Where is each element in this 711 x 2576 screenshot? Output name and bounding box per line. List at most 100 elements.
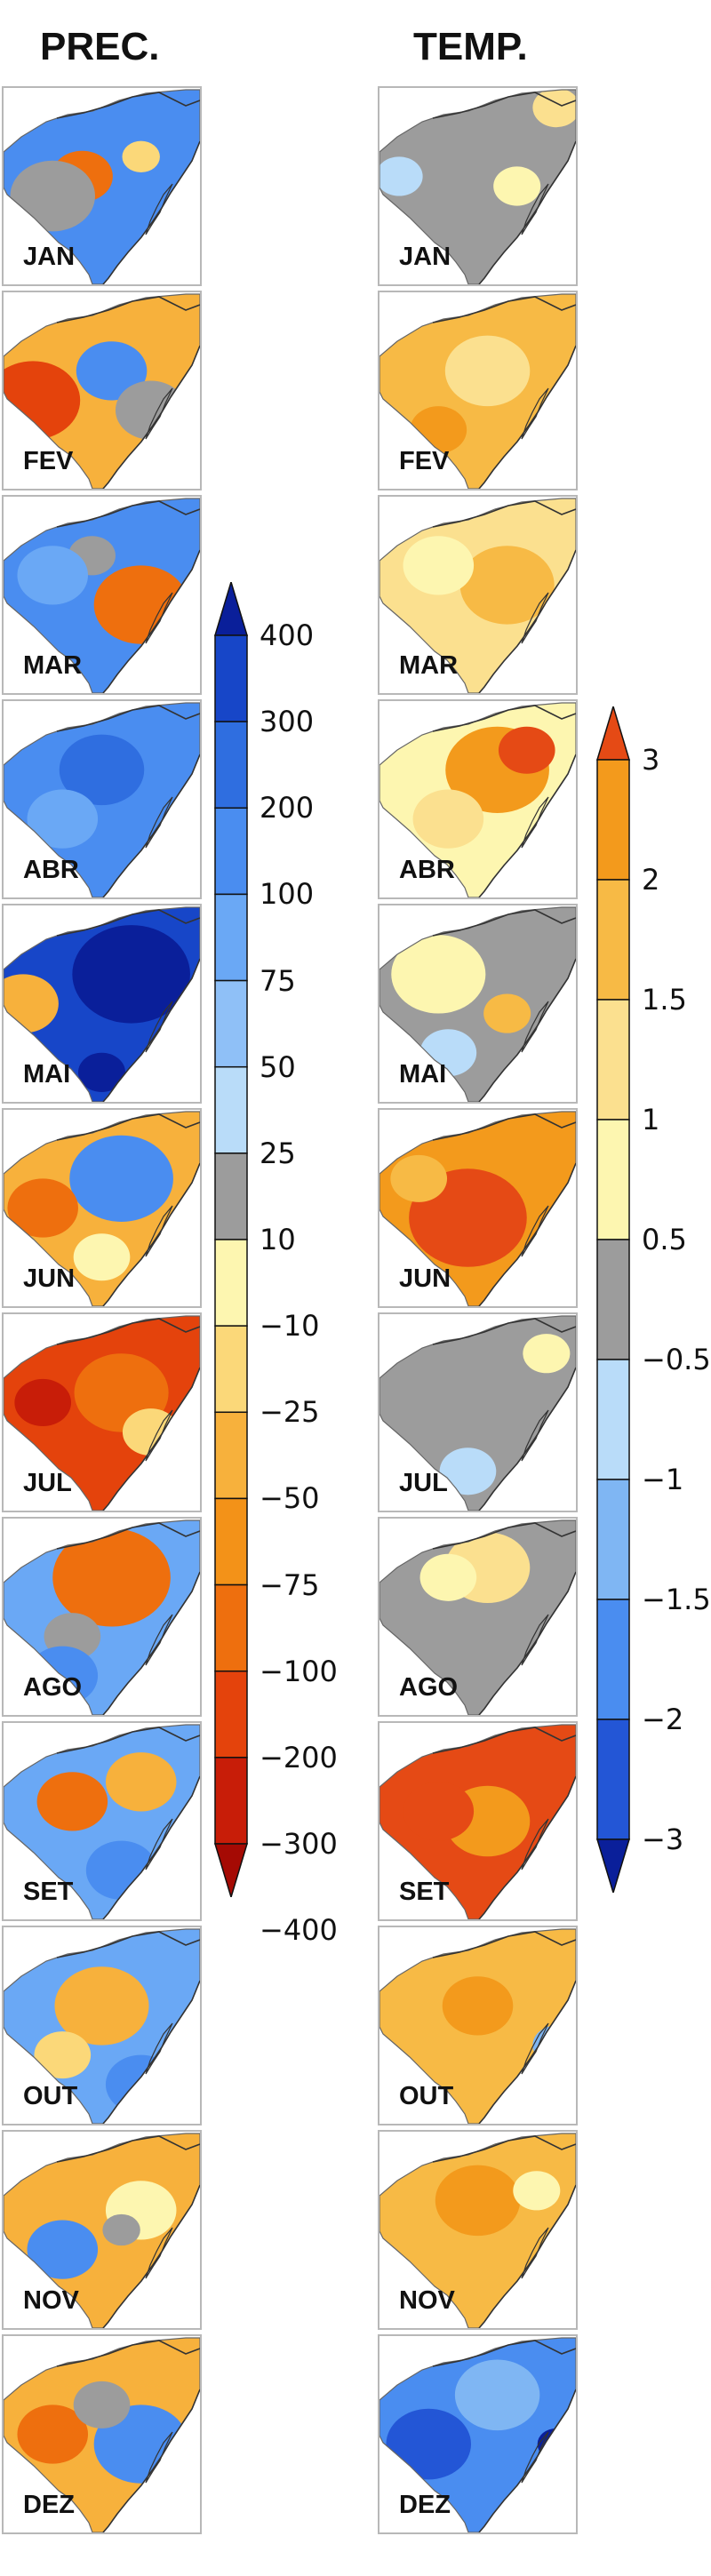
lagoon-outline xyxy=(145,1614,173,1666)
colorbar-tick-label: 2 xyxy=(642,863,660,897)
lagoon-outline xyxy=(521,2431,549,2484)
colorbar-segment xyxy=(596,759,630,881)
precip-anomaly-map xyxy=(4,2337,200,2532)
coastline xyxy=(102,1367,200,1511)
coastline xyxy=(102,549,200,693)
month-label: OUT xyxy=(399,2082,454,2110)
precip-map-panel: JUN xyxy=(2,1108,202,1308)
anomaly-region xyxy=(523,1334,571,1374)
coastline xyxy=(102,1571,200,1715)
temp-map-panel: JUN xyxy=(378,1108,578,1308)
temp-map-panel: JUL xyxy=(378,1312,578,1512)
border-line xyxy=(432,705,576,732)
month-label: NOV xyxy=(23,2286,79,2315)
lagoon-outline xyxy=(521,2022,549,2075)
temp-anomaly-map xyxy=(379,89,576,284)
anomaly-region xyxy=(34,2031,92,2079)
anomaly-region xyxy=(444,335,531,407)
colorbar-segment xyxy=(214,1411,248,1500)
precip-map-panel: AGO xyxy=(2,1517,202,1717)
anomaly-region xyxy=(403,536,475,595)
anomaly-region xyxy=(483,993,531,1033)
temp-colorbar xyxy=(595,706,631,1893)
colorbar-segment xyxy=(214,1670,248,1759)
temp-column-title: TEMP. xyxy=(413,25,528,68)
precip-colorbar xyxy=(213,582,249,1897)
month-label: DEZ xyxy=(399,2491,451,2519)
colorbar-segment xyxy=(596,1719,630,1840)
coastline xyxy=(102,1775,200,1919)
colorbar-tick-label: 200 xyxy=(260,791,315,825)
precip-map-panel: NOV xyxy=(2,2130,202,2330)
month-label: JUL xyxy=(399,1469,448,1497)
temp-map-panel: DEZ xyxy=(378,2334,578,2534)
border-line xyxy=(432,1113,576,1141)
coastline xyxy=(478,958,576,1102)
colorbar-top-arrow xyxy=(213,582,249,636)
anomaly-region xyxy=(59,734,145,806)
anomaly-region xyxy=(76,341,148,401)
border-line xyxy=(56,909,200,937)
colorbar-tick-label: −25 xyxy=(260,1395,320,1430)
lagoon-outline xyxy=(521,1205,549,1257)
month-label: SET xyxy=(399,1878,450,1906)
coastline xyxy=(478,140,576,284)
temp-anomaly-map xyxy=(379,1724,576,1919)
colorbar-tick-label: 25 xyxy=(260,1136,296,1170)
temp-map-panel: OUT xyxy=(378,1926,578,2125)
precip-anomaly-map xyxy=(4,1724,200,1919)
border-line xyxy=(56,1113,200,1141)
precip-map-panel: ABR xyxy=(2,699,202,899)
temp-anomaly-map xyxy=(379,906,576,1102)
border-line xyxy=(56,500,200,528)
colorbar-segment xyxy=(214,721,248,809)
colorbar-segment xyxy=(214,979,248,1068)
anomaly-region xyxy=(54,1966,149,2046)
anomaly-region xyxy=(498,726,555,774)
month-label: JAN xyxy=(23,243,76,271)
lagoon-outline xyxy=(521,183,549,235)
coastline xyxy=(478,2389,576,2532)
temp-anomaly-map xyxy=(379,1111,576,1306)
anomaly-region xyxy=(532,2249,576,2289)
month-label: ABR xyxy=(399,856,455,884)
colorbar-segment xyxy=(214,1757,248,1845)
colorbar-tick-label: 10 xyxy=(260,1223,296,1256)
lagoon-outline xyxy=(145,2227,173,2279)
border-line xyxy=(56,1318,200,1345)
month-label: AGO xyxy=(399,1673,459,1702)
anomaly-region xyxy=(73,2381,131,2428)
colorbar-segment xyxy=(214,634,248,722)
lagoon-outline xyxy=(145,183,173,235)
colorbar-segment xyxy=(596,879,630,1001)
temp-anomaly-map xyxy=(379,1315,576,1511)
anomaly-region xyxy=(85,1840,157,1900)
colorbar-segment xyxy=(214,1065,248,1154)
temp-anomaly-map xyxy=(379,293,576,489)
lagoon-outline xyxy=(521,1001,549,1053)
precip-anomaly-map xyxy=(4,702,200,897)
lagoon-outline xyxy=(521,1409,549,1462)
coastline xyxy=(478,2184,576,2328)
border-line xyxy=(432,1522,576,1550)
precip-column-title: PREC. xyxy=(40,25,160,68)
anomaly-region xyxy=(14,1378,72,1426)
anomaly-region xyxy=(27,2220,99,2279)
anomaly-region xyxy=(105,1752,177,1812)
anomaly-region xyxy=(454,2359,540,2431)
border-line xyxy=(432,909,576,937)
anomaly-region xyxy=(122,1408,180,1456)
lagoon-outline xyxy=(145,1205,173,1257)
lagoon-outline xyxy=(521,387,549,440)
colorbar-tick-label: −10 xyxy=(260,1309,320,1344)
colorbar-tick-label: 100 xyxy=(260,877,315,912)
anomaly-region xyxy=(72,925,190,1024)
temp-map-panel: JAN xyxy=(378,86,578,286)
anomaly-region xyxy=(403,1782,475,1841)
temp-map-panel: FEV xyxy=(378,291,578,490)
precip-map-panel: JUL xyxy=(2,1312,202,1512)
colorbar-tick-label: −0.5 xyxy=(642,1343,711,1376)
coastline xyxy=(102,754,200,897)
coastline xyxy=(478,1162,576,1306)
month-label: JAN xyxy=(399,243,451,271)
